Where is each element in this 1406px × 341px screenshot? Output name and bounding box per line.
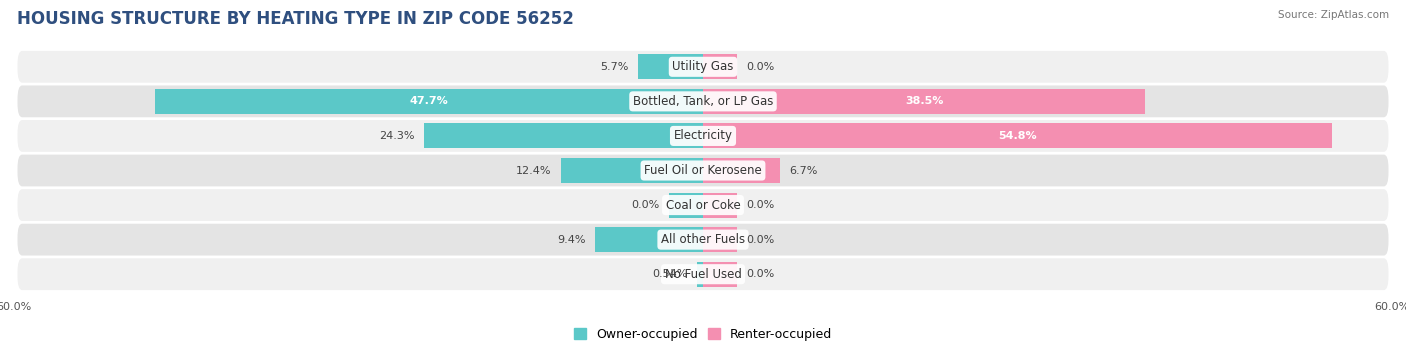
- Text: HOUSING STRUCTURE BY HEATING TYPE IN ZIP CODE 56252: HOUSING STRUCTURE BY HEATING TYPE IN ZIP…: [17, 10, 574, 28]
- Legend: Owner-occupied, Renter-occupied: Owner-occupied, Renter-occupied: [568, 323, 838, 341]
- Text: Coal or Coke: Coal or Coke: [665, 198, 741, 211]
- Bar: [155, 89, 703, 114]
- FancyBboxPatch shape: [17, 189, 1389, 221]
- Bar: [595, 227, 703, 252]
- FancyBboxPatch shape: [17, 154, 1389, 187]
- Text: 5.7%: 5.7%: [600, 62, 628, 72]
- Text: Utility Gas: Utility Gas: [672, 60, 734, 73]
- Text: 9.4%: 9.4%: [557, 235, 586, 244]
- Text: 0.54%: 0.54%: [652, 269, 688, 279]
- FancyBboxPatch shape: [17, 120, 1389, 152]
- Text: 0.0%: 0.0%: [747, 62, 775, 72]
- Text: 24.3%: 24.3%: [380, 131, 415, 141]
- Bar: [425, 123, 703, 148]
- Text: No Fuel Used: No Fuel Used: [665, 268, 741, 281]
- FancyBboxPatch shape: [17, 86, 1389, 117]
- Text: 0.0%: 0.0%: [631, 200, 659, 210]
- FancyBboxPatch shape: [17, 224, 1389, 255]
- Bar: [703, 227, 738, 252]
- Bar: [669, 193, 703, 218]
- FancyBboxPatch shape: [17, 258, 1389, 290]
- Text: 47.7%: 47.7%: [409, 97, 449, 106]
- Text: All other Fuels: All other Fuels: [661, 233, 745, 246]
- Text: 38.5%: 38.5%: [905, 97, 943, 106]
- Bar: [703, 89, 1144, 114]
- Text: 54.8%: 54.8%: [998, 131, 1038, 141]
- Bar: [697, 262, 703, 287]
- Bar: [703, 158, 780, 183]
- Bar: [703, 123, 1333, 148]
- Bar: [637, 54, 703, 79]
- Text: 0.0%: 0.0%: [747, 235, 775, 244]
- Text: 0.0%: 0.0%: [747, 269, 775, 279]
- Text: Electricity: Electricity: [673, 130, 733, 143]
- Bar: [703, 54, 738, 79]
- FancyBboxPatch shape: [17, 51, 1389, 83]
- Text: Source: ZipAtlas.com: Source: ZipAtlas.com: [1278, 10, 1389, 20]
- Text: 6.7%: 6.7%: [789, 165, 817, 176]
- Text: Fuel Oil or Kerosene: Fuel Oil or Kerosene: [644, 164, 762, 177]
- Text: Bottled, Tank, or LP Gas: Bottled, Tank, or LP Gas: [633, 95, 773, 108]
- Bar: [561, 158, 703, 183]
- Text: 12.4%: 12.4%: [516, 165, 551, 176]
- Text: 0.0%: 0.0%: [747, 200, 775, 210]
- Bar: [703, 193, 738, 218]
- Bar: [703, 262, 738, 287]
